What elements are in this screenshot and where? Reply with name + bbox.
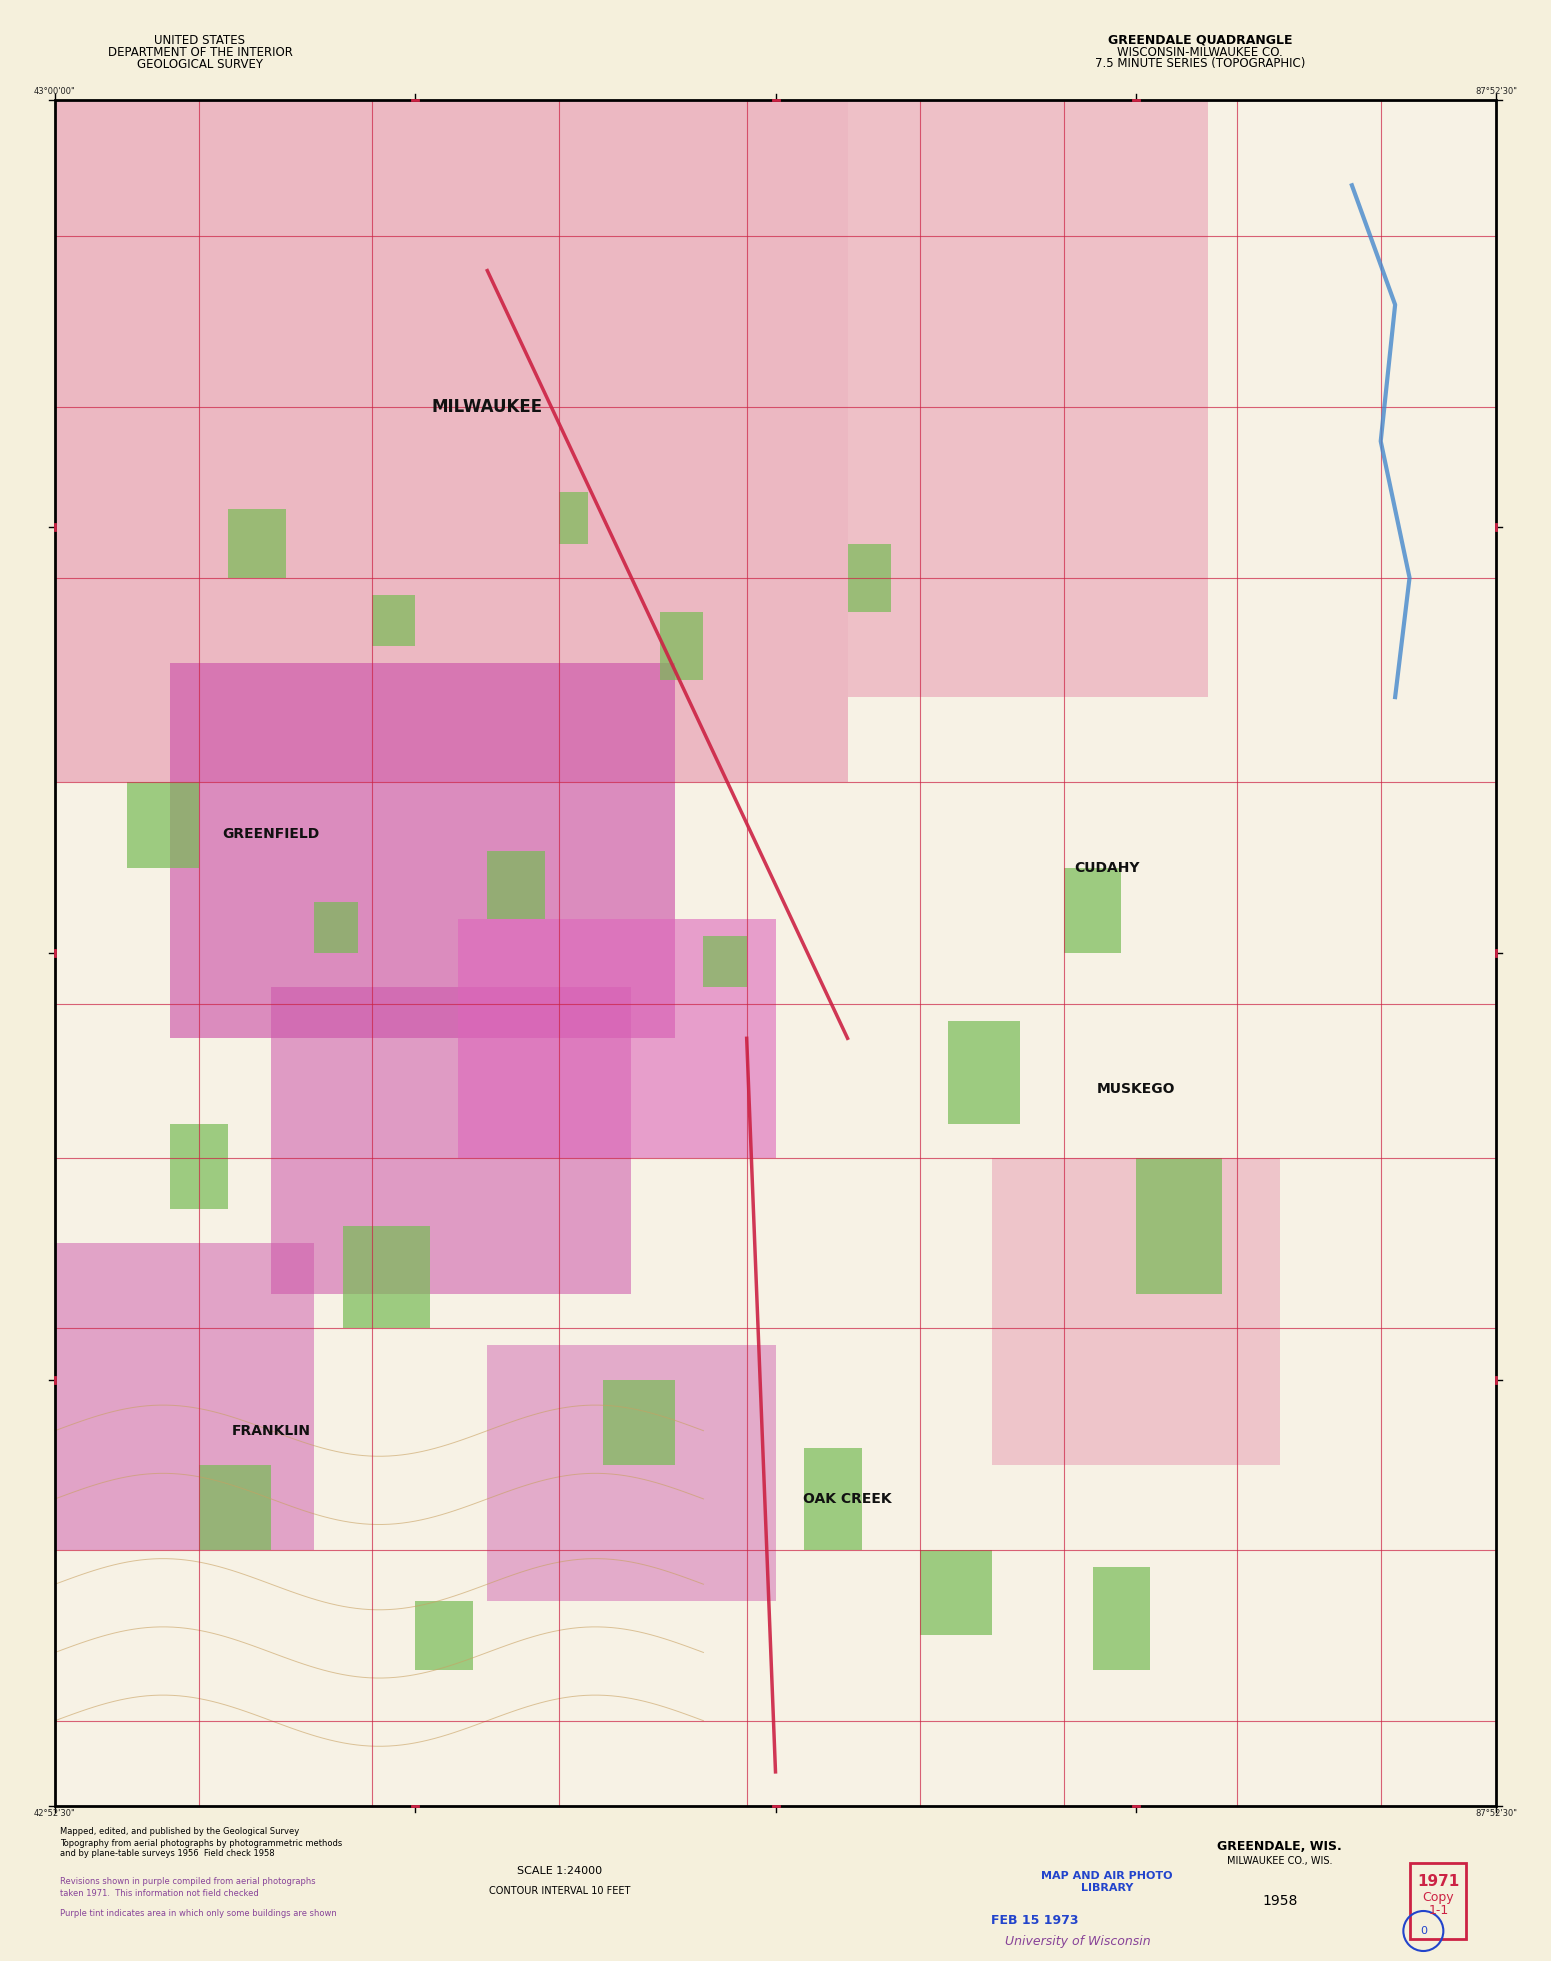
Text: 1-1: 1-1	[1428, 1904, 1449, 1918]
Bar	[847, 100, 1208, 696]
Bar	[171, 663, 675, 1037]
Bar	[1410, 1863, 1466, 1939]
Text: GREENDALE, WIS.: GREENDALE, WIS.	[1218, 1839, 1342, 1853]
Text: and by plane-table surveys 1956  Field check 1958: and by plane-table surveys 1956 Field ch…	[60, 1849, 275, 1857]
Text: GREENDALE QUADRANGLE: GREENDALE QUADRANGLE	[1107, 33, 1292, 47]
Bar	[54, 100, 1497, 1806]
Bar	[54, 1243, 315, 1549]
Bar	[127, 782, 199, 867]
Text: GEOLOGICAL SURVEY: GEOLOGICAL SURVEY	[136, 57, 264, 71]
Bar	[54, 100, 847, 782]
Bar	[1092, 1567, 1151, 1669]
Bar	[661, 612, 704, 680]
Text: UNITED STATES: UNITED STATES	[155, 33, 245, 47]
Text: 43°00'00": 43°00'00"	[34, 88, 76, 96]
Text: FRANKLIN: FRANKLIN	[231, 1424, 310, 1437]
Text: OAK CREEK: OAK CREEK	[803, 1492, 892, 1506]
Text: CONTOUR INTERVAL 10 FEET: CONTOUR INTERVAL 10 FEET	[489, 1886, 630, 1896]
Text: Mapped, edited, and published by the Geological Survey: Mapped, edited, and published by the Geo…	[60, 1826, 299, 1835]
Bar	[704, 935, 746, 986]
Text: Copy: Copy	[1422, 1890, 1455, 1904]
Text: 1958: 1958	[1263, 1894, 1298, 1908]
Text: LIBRARY: LIBRARY	[1081, 1883, 1134, 1892]
Bar	[487, 851, 544, 920]
Text: MAP AND AIR PHOTO: MAP AND AIR PHOTO	[1041, 1871, 1173, 1881]
Text: GREENFIELD: GREENFIELD	[222, 828, 320, 841]
Bar	[603, 1379, 675, 1465]
Bar	[487, 1345, 776, 1602]
Bar	[416, 1602, 473, 1669]
Text: taken 1971.  This information not field checked: taken 1971. This information not field c…	[60, 1888, 259, 1898]
Bar	[1135, 1157, 1222, 1294]
Text: 87°52'30": 87°52'30"	[1475, 1810, 1517, 1818]
Text: SCALE 1:24000: SCALE 1:24000	[516, 1867, 602, 1877]
Bar	[948, 1022, 1021, 1124]
Text: MUSKEGO: MUSKEGO	[1097, 1082, 1176, 1096]
Text: 42°52'30": 42°52'30"	[34, 1810, 76, 1818]
Bar	[1064, 867, 1121, 953]
Bar	[372, 594, 416, 645]
Bar	[459, 920, 776, 1157]
Text: University of Wisconsin: University of Wisconsin	[1005, 1934, 1151, 1947]
Bar	[920, 1549, 991, 1635]
Text: 0: 0	[1419, 1926, 1427, 1936]
Bar	[54, 100, 1497, 1806]
Text: MILWAUKEE CO., WIS.: MILWAUKEE CO., WIS.	[1227, 1855, 1332, 1867]
Bar	[560, 492, 588, 543]
Text: 7.5 MINUTE SERIES (TOPOGRAPHIC): 7.5 MINUTE SERIES (TOPOGRAPHIC)	[1095, 57, 1306, 71]
Text: DEPARTMENT OF THE INTERIOR: DEPARTMENT OF THE INTERIOR	[107, 45, 293, 59]
Text: Revisions shown in purple compiled from aerial photographs: Revisions shown in purple compiled from …	[60, 1877, 315, 1885]
Bar	[271, 986, 631, 1294]
Bar	[847, 543, 890, 612]
Text: CUDAHY: CUDAHY	[1075, 861, 1140, 875]
Bar	[228, 510, 285, 578]
Bar	[343, 1226, 430, 1328]
Text: 87°52'30": 87°52'30"	[1475, 88, 1517, 96]
Bar	[199, 1465, 271, 1549]
Bar	[315, 902, 358, 953]
Text: Purple tint indicates area in which only some buildings are shown: Purple tint indicates area in which only…	[60, 1908, 337, 1918]
Bar	[805, 1447, 862, 1549]
Text: Topography from aerial photographs by photogrammetric methods: Topography from aerial photographs by ph…	[60, 1839, 343, 1847]
Text: MILWAUKEE: MILWAUKEE	[431, 398, 543, 416]
Bar	[991, 1157, 1280, 1465]
Bar	[171, 1124, 228, 1208]
Text: WISCONSIN-MILWAUKEE CO.: WISCONSIN-MILWAUKEE CO.	[1117, 45, 1283, 59]
Text: 1971: 1971	[1418, 1873, 1459, 1888]
Text: FEB 15 1973: FEB 15 1973	[991, 1914, 1078, 1928]
